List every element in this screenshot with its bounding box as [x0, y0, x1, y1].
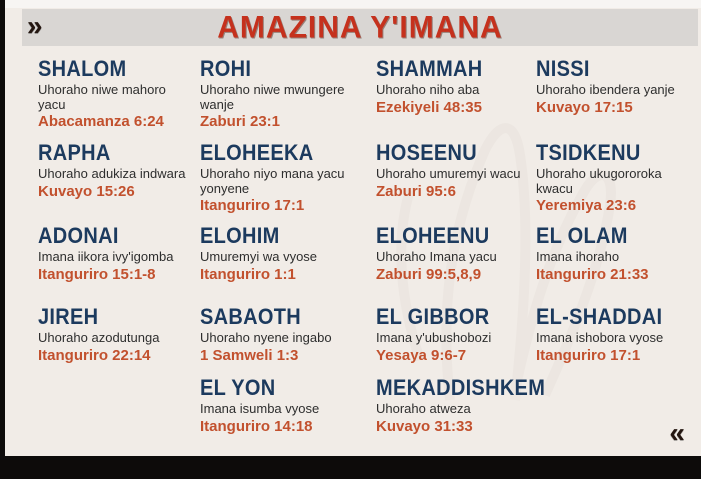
name-meaning: Uhoraho niho aba: [376, 82, 480, 97]
god-name: EL OLAM: [536, 223, 628, 249]
god-name: ELOHIM: [200, 223, 280, 249]
scripture-reference: Ezekiyeli 48:35: [376, 98, 482, 116]
names-grid: SHALOM Uhoraho niwe mahoro yacu Abacamanza…: [38, 56, 701, 451]
god-name: ELOHEEKA: [200, 140, 314, 166]
scripture-reference: Itanguriro 15:1-8: [38, 265, 156, 283]
name-meaning: Imana iikora ivy'igomba: [38, 249, 174, 264]
scripture-reference: Kuvayo 17:15: [536, 98, 633, 116]
name-entry: SHAMMAH Uhoraho niho aba Ezekiyeli 48:35: [376, 56, 536, 142]
name-entry: SHALOM Uhoraho niwe mahoro yacu Abacamanza…: [38, 56, 200, 142]
god-name: TSIDKENU: [536, 140, 641, 166]
back-chevrons-icon[interactable]: «: [669, 417, 685, 448]
name-meaning: Imana y'ubushobozi: [376, 330, 492, 345]
scripture-reference: 1 Samweli 1:3: [200, 346, 299, 364]
scripture-reference: Itanguriro 22:14: [38, 346, 151, 364]
scripture-reference: Itanguriro 14:18: [200, 417, 313, 435]
name-meaning: Uhoraho ibendera yanje: [536, 82, 675, 97]
scripture-reference: Itanguriro 21:33: [536, 265, 649, 283]
name-meaning: Uhoraho Imana yacu: [376, 249, 497, 264]
name-entry: EL YON Imana isumba vyose Itanguriro 14:18: [200, 375, 376, 451]
god-name: EL GIBBOR: [376, 304, 490, 330]
bottom-black-bar: [0, 456, 701, 479]
name-meaning: Uhoraho azodutunga: [38, 330, 160, 345]
scripture-reference: Zaburi 99:5,8,9: [376, 265, 482, 283]
god-name: SHALOM: [38, 56, 127, 82]
name-entry: ADONAI Imana iikora ivy'igomba Itanguriro …: [38, 223, 200, 306]
name-entry: EL OLAM Imana ihoraho Itanguriro 21:33: [536, 223, 701, 306]
god-name: ROHI: [200, 56, 252, 82]
page-title: AMAZINA Y'IMANA: [217, 9, 503, 45]
scripture-reference: Kuvayo 31:33: [376, 417, 473, 435]
scripture-reference: Itanguriro 17:1: [200, 197, 305, 215]
scripture-reference: Abacamanza 6:24: [38, 113, 164, 131]
scripture-reference: Itanguriro 1:1: [200, 265, 296, 283]
name-meaning: Uhoraho niwe mahoro yacu: [38, 82, 166, 112]
god-name: SHAMMAH: [376, 56, 483, 82]
forward-chevrons-icon[interactable]: »: [27, 10, 43, 41]
name-meaning: Imana ihoraho: [536, 249, 620, 264]
name-entry: ELOHEENU Uhoraho Imana yacu Zaburi 99:5,8,…: [376, 223, 536, 306]
name-meaning: Uhoraho umuremyi wacu: [376, 166, 521, 181]
name-entry: EL-SHADDAI Imana ishobora vyose Itanguriro…: [536, 304, 701, 377]
name-meaning: Umuremyi wa vyose: [200, 249, 318, 264]
name-entry: TSIDKENU Uhoraho ukugororoka kwacu Yeremiy…: [536, 140, 701, 225]
name-entry: ROHI Uhoraho niwe mwungere wanje Zaburi 23…: [200, 56, 376, 142]
scripture-reference: Kuvayo 15:26: [38, 182, 135, 200]
name-entry: RAPHA Uhoraho adukiza indwara Kuvayo 15:26: [38, 140, 200, 225]
title-banner: AMAZINA Y'IMANA: [22, 9, 698, 46]
name-meaning: Uhoraho ukugororoka kwacu: [536, 166, 662, 196]
left-black-edge: [0, 0, 5, 479]
god-name: EL-SHADDAI: [536, 304, 663, 330]
name-entry: SABAOTH Uhoraho nyene ingabo 1 Samweli 1:3: [200, 304, 376, 377]
name-entry: ELOHEEKA Uhoraho niyo mana yacu yonyene It…: [200, 140, 376, 225]
name-meaning: Uhoraho niwe mwungere wanje: [200, 82, 345, 112]
god-name: JIREH: [38, 304, 99, 330]
god-name: SABAOTH: [200, 304, 301, 330]
name-entry: MEKADDISHKEM Uhoraho atweza Kuvayo 31:33: [376, 375, 546, 451]
god-name: ADONAI: [38, 223, 119, 249]
name-meaning: Uhoraho atweza: [376, 401, 471, 416]
god-name: RAPHA: [38, 140, 111, 166]
scripture-reference: Yesaya 9:6-7: [376, 346, 467, 364]
name-entry: HOSEENU Uhoraho umuremyi wacu Zaburi 95:6: [376, 140, 536, 225]
scripture-reference: Itanguriro 17:1: [536, 346, 641, 364]
name-meaning: Uhoraho nyene ingabo: [200, 330, 332, 345]
top-light-strip: [5, 0, 701, 8]
god-name: HOSEENU: [376, 140, 478, 166]
scripture-reference: Yeremiya 23:6: [536, 197, 637, 215]
name-meaning: Uhoraho niyo mana yacu yonyene: [200, 166, 345, 196]
name-entry: JIREH Uhoraho azodutunga Itanguriro 22:14: [38, 304, 200, 377]
name-entry: ELOHIM Umuremyi wa vyose Itanguriro 1:1: [200, 223, 376, 306]
scripture-reference: Zaburi 95:6: [376, 182, 457, 200]
name-entry: NISSI Uhoraho ibendera yanje Kuvayo 17:15: [536, 56, 701, 142]
god-name: ELOHEENU: [376, 223, 490, 249]
name-meaning: Uhoraho adukiza indwara: [38, 166, 186, 181]
god-name: EL YON: [200, 375, 276, 401]
name-entry: EL GIBBOR Imana y'ubushobozi Yesaya 9:6-7: [376, 304, 536, 377]
name-meaning: Imana ishobora vyose: [536, 330, 664, 345]
god-name: NISSI: [536, 56, 590, 82]
name-meaning: Imana isumba vyose: [200, 401, 320, 416]
scripture-reference: Zaburi 23:1: [200, 113, 281, 131]
god-name: MEKADDISHKEM: [376, 375, 546, 401]
